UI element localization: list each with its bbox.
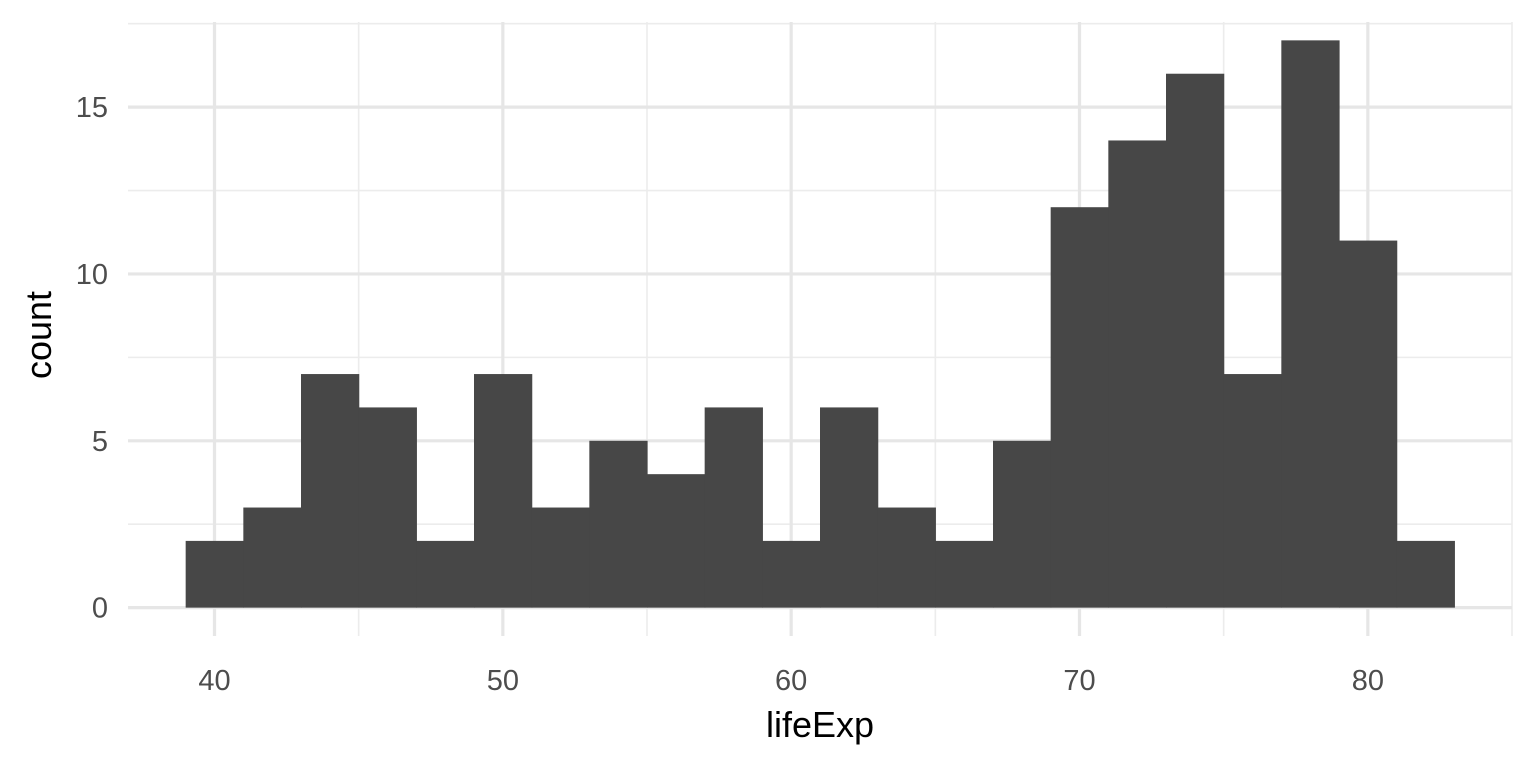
histogram-bar-8 [647, 474, 706, 608]
x-axis-title: lifeExp [766, 704, 874, 745]
histogram-bar-3 [358, 407, 417, 608]
x-tick-label: 40 [198, 665, 230, 697]
x-tick-label: 70 [1063, 665, 1095, 697]
histogram-bar-1 [243, 507, 302, 608]
histogram-bar-18 [1223, 374, 1282, 608]
x-tick-label: 50 [487, 665, 519, 697]
histogram-bars [185, 40, 1455, 608]
histogram-bar-19 [1281, 40, 1340, 608]
histogram-bar-13 [935, 540, 994, 608]
histogram-bar-11 [820, 407, 879, 608]
y-tick-label: 15 [76, 92, 108, 124]
y-tick-label: 0 [92, 593, 108, 625]
y-tick-label: 5 [92, 426, 108, 458]
histogram-bar-7 [589, 440, 648, 608]
x-tick-label: 80 [1352, 665, 1384, 697]
y-axis-tick-labels: 0 5 10 15 [76, 92, 108, 625]
y-tick-label: 10 [76, 259, 108, 291]
histogram-bar-6 [531, 507, 590, 608]
histogram-bar-4 [416, 540, 475, 608]
y-axis-title: count [18, 291, 59, 379]
histogram-bar-12 [877, 507, 936, 608]
x-tick-label: 60 [775, 665, 807, 697]
histogram-bar-16 [1108, 140, 1167, 608]
histogram-bar-5 [474, 374, 533, 608]
histogram-bar-21 [1396, 540, 1455, 608]
histogram-bar-2 [301, 374, 360, 608]
x-axis-tick-labels: 40 50 60 70 80 [198, 665, 1384, 697]
histogram-bar-17 [1166, 73, 1225, 608]
histogram-bar-14 [993, 440, 1052, 608]
histogram-bar-9 [704, 407, 763, 608]
histogram-bar-0 [185, 540, 244, 608]
histogram-bar-15 [1050, 207, 1109, 608]
histogram-bar-10 [762, 540, 821, 608]
histogram-bar-20 [1339, 240, 1398, 608]
